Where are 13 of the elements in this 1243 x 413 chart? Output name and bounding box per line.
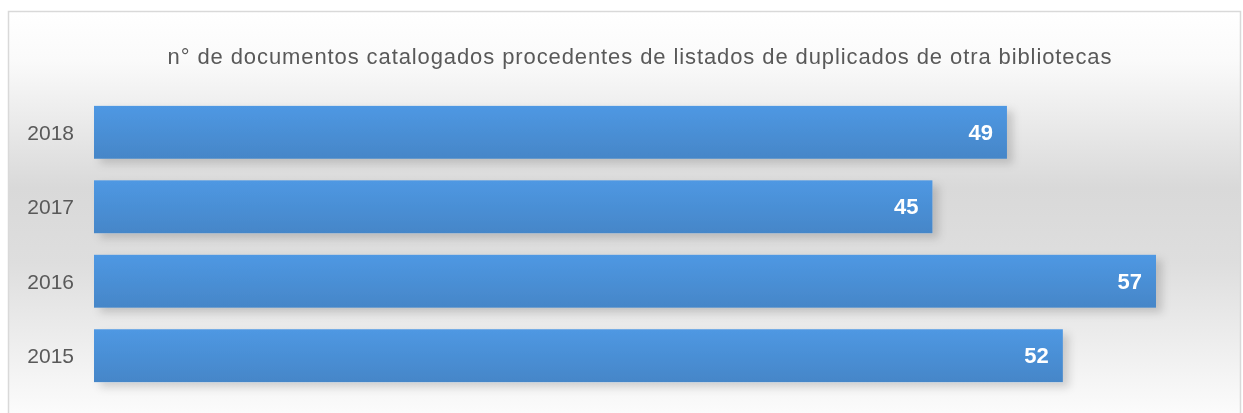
- data-label: 49: [968, 120, 993, 146]
- bar: [94, 329, 1063, 383]
- y-tick-label: 2017: [27, 195, 74, 219]
- data-label: 45: [893, 194, 919, 220]
- bar: [94, 254, 1156, 308]
- y-tick-label: 2018: [27, 120, 74, 144]
- y-tick-label: 2015: [27, 344, 74, 368]
- chart-title: n° de documentos catalogados procedentes de listados de duplicados de otra bibliotecas: [167, 44, 1113, 69]
- data-label: 52: [1024, 343, 1049, 369]
- y-tick-label: 2016: [27, 269, 74, 293]
- bar: [94, 180, 933, 234]
- bar: [94, 105, 1007, 159]
- data-label: 57: [1117, 268, 1142, 294]
